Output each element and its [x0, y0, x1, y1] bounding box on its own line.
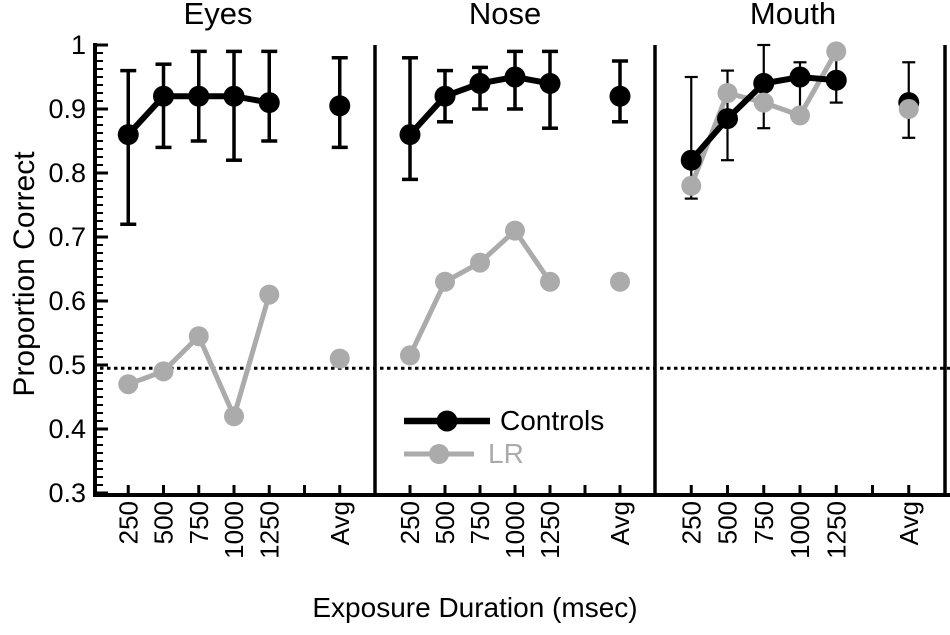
y-tick-label: 0.8: [48, 158, 86, 188]
controls-point: [825, 69, 847, 91]
x-tick-label: 750: [465, 501, 495, 544]
lr-point: [898, 99, 919, 119]
lr-point: [717, 83, 738, 103]
x-tick-label: 500: [713, 501, 743, 544]
lr-point: [790, 105, 810, 126]
controls-point: [717, 108, 738, 130]
panel-nose: [399, 49, 631, 366]
x-tick-label: 500: [149, 501, 179, 544]
x-tick-label: 1250: [254, 501, 284, 559]
y-tick-label: 0.9: [48, 94, 86, 124]
x-tick-label: Avg: [894, 501, 924, 545]
x-tick-label: 750: [184, 501, 214, 544]
lr-point: [540, 271, 560, 292]
lr-point: [505, 220, 525, 241]
x-tick-label: 250: [676, 501, 706, 544]
lr-point: [435, 271, 455, 292]
legend-item-controls: Controls: [402, 405, 605, 436]
y-tick-label: 0.4: [48, 414, 86, 444]
lr-point: [610, 271, 630, 292]
x-tick-label: 1250: [535, 501, 565, 559]
y-axis-label: Proportion Correct: [8, 151, 41, 397]
lr-point: [188, 326, 209, 347]
controls-point: [223, 85, 245, 107]
y-tick-label: 0.5: [48, 350, 86, 380]
y-tick-label: 0.7: [48, 222, 86, 252]
x-tick-label: 1250: [821, 501, 851, 559]
legend: Controls LR: [402, 405, 605, 469]
controls-point: [329, 95, 351, 117]
lr-line: [407, 226, 553, 357]
controls-point: [188, 85, 210, 107]
x-tick-label: 750: [749, 501, 779, 544]
controls-point: [753, 72, 775, 94]
x-tick-label: 1000: [219, 501, 249, 559]
controls-point: [258, 92, 280, 114]
x-axis-label: Exposure Duration (msec): [312, 592, 638, 623]
panel-title-eyes: Eyes: [183, 0, 253, 31]
x-tick-label: 250: [113, 501, 143, 544]
legend-label-controls: Controls: [500, 405, 605, 436]
controls-point: [469, 72, 491, 94]
lr-point: [681, 175, 702, 196]
lr-point: [400, 345, 420, 366]
lr-point: [826, 41, 847, 62]
x-tick-label: Avg: [605, 501, 635, 545]
controls-point: [789, 66, 811, 88]
x-axis: 250 500 750 1000 1250 Avg 250 500 750 1000 1250 Avg…: [93, 485, 950, 559]
y-axis: 0.3 0.4 0.5 0.6 0.7 0.8 0.9 1: [48, 30, 108, 508]
controls-point: [539, 72, 561, 94]
y-tick-label: 0.6: [48, 286, 86, 316]
y-tick-label: 0.3: [48, 478, 86, 508]
controls-point: [117, 124, 139, 146]
legend-marker-lr-icon: [404, 444, 474, 464]
lr-point: [118, 374, 139, 395]
lr-point: [153, 361, 174, 382]
x-tick-label: Avg: [325, 501, 355, 545]
error-bar: [402, 56, 418, 182]
lr-point: [224, 406, 244, 427]
error-bar: [120, 68, 137, 226]
lr-point: [470, 252, 490, 273]
x-tick-label: 1000: [500, 501, 530, 559]
controls-point: [680, 149, 702, 171]
legend-marker-controls-icon: [404, 410, 490, 432]
y-tick-label: 1: [71, 30, 86, 60]
lr-point: [259, 284, 280, 305]
legend-item-lr: LR: [402, 438, 604, 469]
x-tick-label: 250: [395, 501, 425, 544]
lr-point: [329, 348, 350, 369]
x-tick-label: 500: [430, 501, 460, 544]
controls-point: [504, 66, 526, 88]
x-tick-label: 1000: [785, 501, 815, 559]
panel-mouth: [680, 41, 920, 200]
panel-eyes: [117, 49, 351, 427]
legend-label-lr: LR: [488, 438, 524, 469]
controls-point: [153, 85, 174, 107]
lr-line: [127, 293, 272, 424]
controls-point: [434, 85, 456, 107]
lr-point: [753, 92, 774, 113]
panel-title-nose: Nose: [468, 0, 542, 31]
controls-point: [399, 124, 421, 146]
panel-title-mouth: Mouth: [749, 0, 837, 31]
controls-point: [609, 85, 631, 107]
